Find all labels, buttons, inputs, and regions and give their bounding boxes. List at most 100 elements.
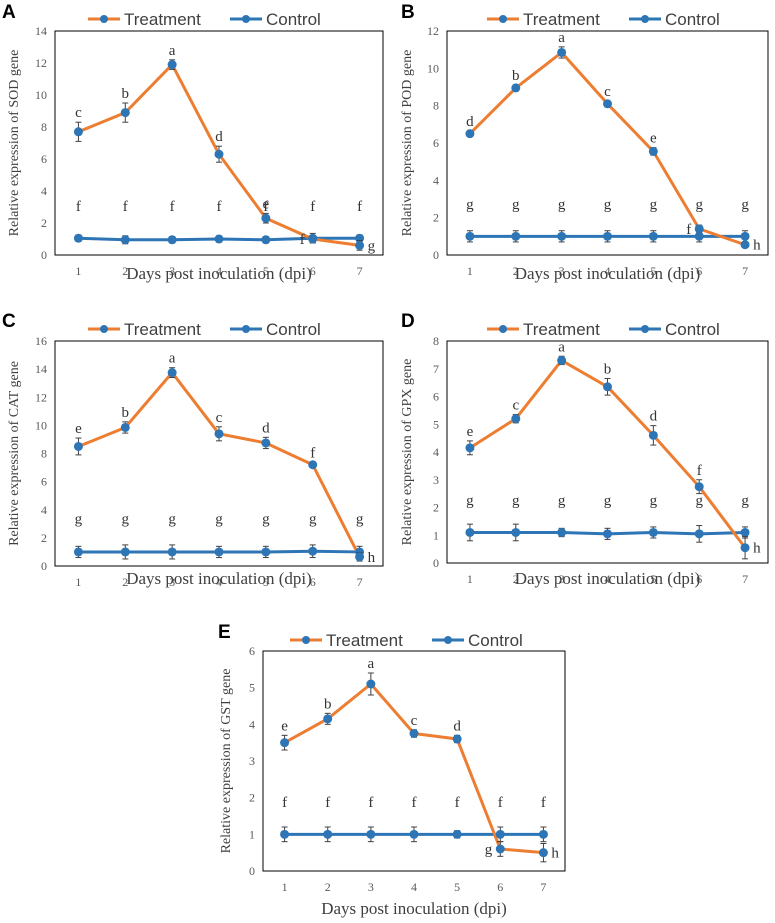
x-tick-label: 1 bbox=[75, 264, 81, 278]
y-tick-label: 0 bbox=[433, 556, 439, 570]
significance-letter-control: g bbox=[466, 493, 474, 509]
x-tick-label: 6 bbox=[696, 572, 702, 586]
significance-letter-treatment: b bbox=[512, 68, 520, 84]
legend-marker bbox=[242, 325, 250, 333]
y-tick-label: 10 bbox=[35, 88, 47, 102]
y-tick-label: 1 bbox=[249, 827, 255, 841]
significance-letter-control: g bbox=[168, 512, 176, 528]
panel-label: C bbox=[2, 311, 16, 332]
significance-letter-treatment: d bbox=[650, 409, 658, 425]
significance-letter-control: f bbox=[310, 199, 315, 215]
y-tick-label: 2 bbox=[433, 211, 439, 225]
y-tick-label: 4 bbox=[249, 717, 255, 731]
y-axis-label: Relative expression of GST gene bbox=[219, 669, 234, 854]
legend-label: Treatment bbox=[523, 10, 600, 29]
significance-letter-control: g bbox=[512, 493, 520, 509]
x-axis-label: Days post inoculation (dpi) bbox=[126, 569, 312, 588]
legend-marker bbox=[641, 325, 649, 333]
x-tick-label: 6 bbox=[310, 264, 316, 278]
x-axis-label: Days post inoculation (dpi) bbox=[515, 264, 701, 283]
significance-letter-control: g bbox=[558, 493, 566, 509]
y-tick-label: 7 bbox=[433, 362, 439, 376]
data-point-treatment bbox=[465, 443, 475, 453]
data-point-treatment bbox=[495, 844, 505, 854]
x-tick-label: 1 bbox=[75, 575, 81, 589]
plot-frame bbox=[446, 30, 769, 256]
x-axis-label: Days post inoculation (dpi) bbox=[515, 569, 701, 588]
significance-letter-control: f bbox=[541, 795, 546, 811]
significance-letter-treatment: e bbox=[75, 421, 82, 437]
x-tick-label: 4 bbox=[216, 575, 222, 589]
x-tick-label: 5 bbox=[263, 575, 269, 589]
y-tick-label: 6 bbox=[433, 136, 439, 150]
data-point-treatment bbox=[167, 60, 177, 70]
significance-letter-treatment: b bbox=[122, 86, 130, 102]
data-point-treatment bbox=[465, 129, 475, 139]
legend-label: Treatment bbox=[523, 320, 600, 339]
data-point-control bbox=[120, 547, 130, 557]
data-point-control bbox=[495, 829, 505, 839]
panel-label: D bbox=[401, 311, 415, 332]
data-point-treatment bbox=[557, 47, 567, 57]
significance-letter-treatment: a bbox=[558, 339, 565, 355]
data-point-treatment bbox=[603, 99, 612, 109]
chart-panel-e: 0 1 2 3 4 5 6 1 2 3 4 5 6 7 Days post inoculation (dpi… bbox=[218, 622, 566, 918]
y-tick-label: 2 bbox=[433, 501, 439, 515]
significance-letter-control: g bbox=[650, 493, 658, 509]
plot-frame bbox=[262, 650, 566, 872]
significance-letter-control: g bbox=[215, 512, 223, 528]
y-tick-label: 3 bbox=[249, 754, 255, 768]
x-axis-label: Days post inoculation (dpi) bbox=[321, 899, 507, 918]
data-point-control bbox=[280, 829, 290, 839]
significance-letter-control: g bbox=[604, 197, 612, 213]
significance-letter-control: f bbox=[368, 795, 373, 811]
significance-letter-control: g bbox=[466, 197, 474, 213]
x-tick-label: 7 bbox=[742, 264, 748, 278]
x-tick-label: 2 bbox=[513, 264, 519, 278]
data-point-treatment bbox=[409, 729, 419, 738]
legend-label: Control bbox=[266, 320, 321, 339]
data-point-control bbox=[73, 233, 83, 243]
data-point-control bbox=[511, 231, 521, 241]
significance-letter-treatment: d bbox=[453, 718, 461, 734]
data-point-control bbox=[557, 527, 567, 537]
legend-marker bbox=[242, 15, 250, 23]
significance-letter-treatment: c bbox=[75, 105, 82, 121]
significance-letter-control: g bbox=[695, 493, 703, 509]
significance-letter-control: f bbox=[357, 199, 362, 215]
significance-letter-treatment: d bbox=[466, 114, 474, 130]
data-point-treatment bbox=[355, 552, 365, 562]
x-tick-label: 2 bbox=[325, 880, 331, 894]
y-tick-label: 2 bbox=[41, 531, 47, 545]
x-tick-label: 1 bbox=[467, 264, 473, 278]
y-axis-label: Relative expression of POD gene bbox=[400, 50, 415, 237]
significance-letter-treatment: b bbox=[604, 361, 612, 377]
x-tick-label: 6 bbox=[696, 264, 702, 278]
x-tick-label: 3 bbox=[559, 572, 565, 586]
x-tick-label: 3 bbox=[169, 575, 175, 589]
significance-letter-treatment: a bbox=[368, 656, 375, 672]
data-point-control bbox=[603, 529, 612, 539]
y-tick-label: 10 bbox=[35, 418, 47, 432]
y-tick-label: 6 bbox=[41, 475, 47, 489]
data-point-control bbox=[261, 235, 271, 245]
x-tick-label: 5 bbox=[650, 264, 656, 278]
y-tick-label: 12 bbox=[35, 56, 47, 70]
significance-letter-treatment: d bbox=[215, 129, 223, 145]
x-tick-label: 7 bbox=[357, 575, 363, 589]
data-point-treatment bbox=[214, 149, 224, 159]
y-tick-label: 2 bbox=[41, 216, 47, 230]
data-point-control bbox=[465, 231, 475, 241]
data-point-control bbox=[73, 547, 83, 557]
y-tick-label: 0 bbox=[249, 864, 255, 878]
panel-label: E bbox=[218, 622, 231, 643]
significance-letter-control: f bbox=[170, 199, 175, 215]
data-point-treatment bbox=[214, 429, 224, 439]
significance-letter-treatment: h bbox=[753, 541, 761, 557]
x-tick-label: 4 bbox=[605, 264, 611, 278]
x-tick-label: 1 bbox=[467, 572, 473, 586]
y-tick-label: 12 bbox=[427, 24, 439, 38]
legend: Treatment Control bbox=[88, 320, 321, 339]
data-point-control bbox=[511, 527, 521, 537]
